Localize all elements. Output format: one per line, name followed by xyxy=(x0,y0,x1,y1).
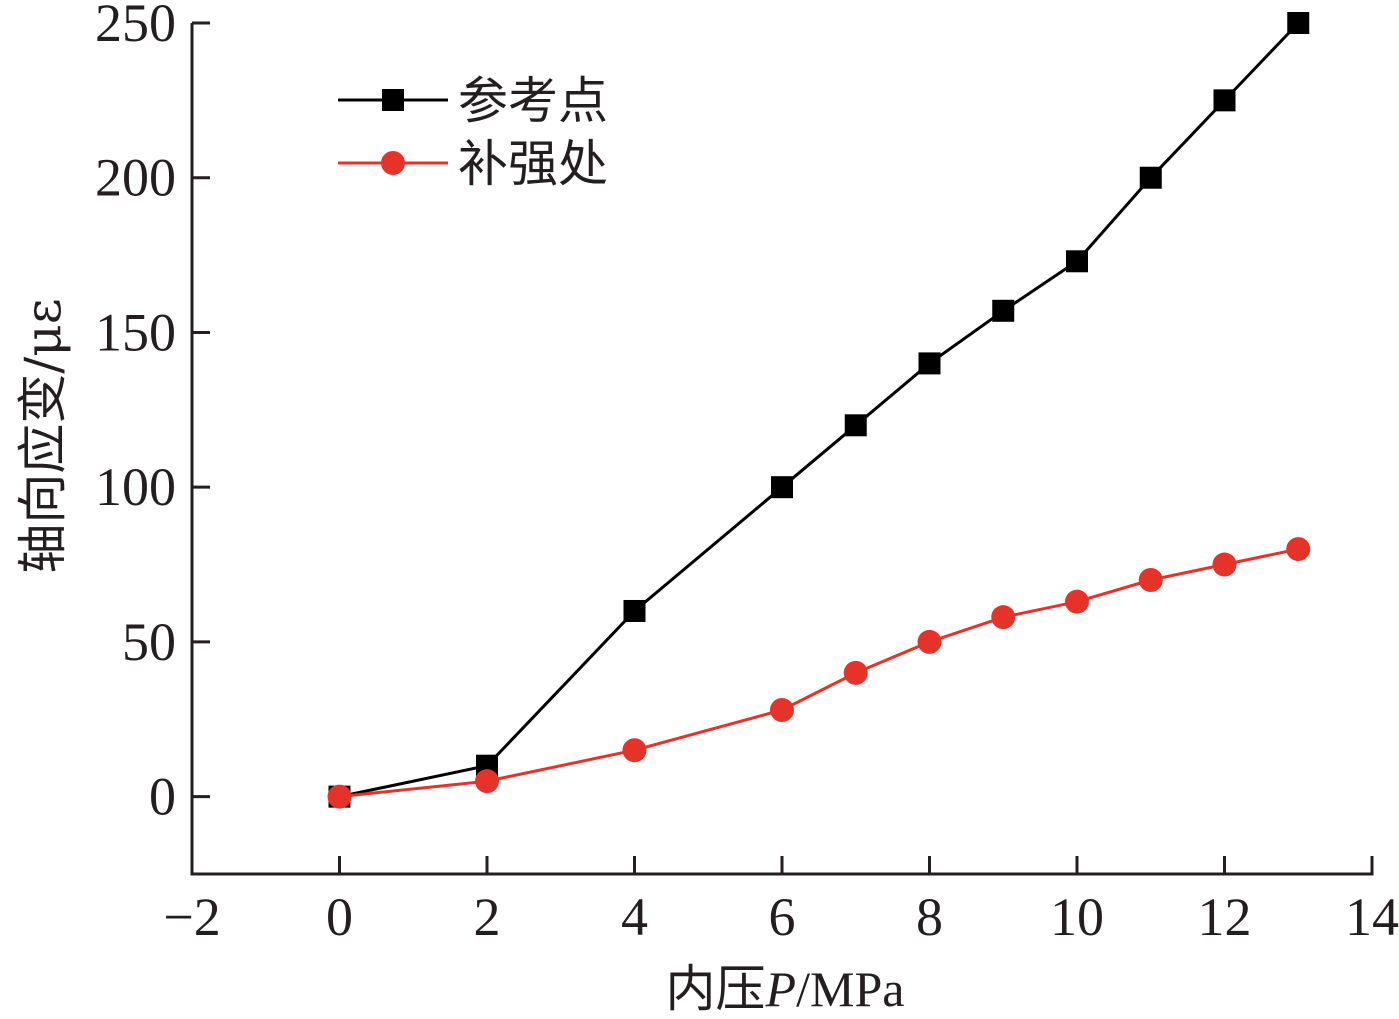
x-tick-label: 8 xyxy=(916,887,943,947)
legend-marker-square xyxy=(382,89,404,111)
data-point-square xyxy=(844,414,867,437)
series-1 xyxy=(328,12,1310,808)
x-axis-title: 内压P/MPa xyxy=(666,960,905,1018)
x-tick-label: 14 xyxy=(1345,887,1399,947)
x-axis-title-variable: P xyxy=(765,961,797,1017)
data-point-circle xyxy=(622,738,647,763)
data-point-square xyxy=(992,299,1015,322)
legend-label: 参考点 xyxy=(458,72,608,130)
data-point-square xyxy=(1139,166,1162,189)
y-tick-label: 100 xyxy=(95,457,176,517)
y-tick-label: 250 xyxy=(95,0,176,53)
data-point-circle xyxy=(991,605,1016,630)
data-point-square xyxy=(1213,89,1236,112)
data-point-square xyxy=(1066,250,1088,273)
series-layer xyxy=(327,12,1311,809)
data-point-square xyxy=(918,352,941,375)
data-point-circle xyxy=(843,660,868,685)
data-point-circle xyxy=(1286,537,1311,562)
x-tick-label: 0 xyxy=(326,887,353,947)
x-tick-label: 2 xyxy=(474,887,501,947)
y-tick-label: 200 xyxy=(95,148,176,208)
data-point-square xyxy=(771,476,793,499)
y-tick-label: 0 xyxy=(149,767,176,827)
data-point-circle xyxy=(917,629,942,654)
data-point-circle xyxy=(1212,552,1237,577)
legend-marker-circle xyxy=(381,151,405,175)
x-tick-label: −2 xyxy=(163,887,220,947)
series-2 xyxy=(327,537,1311,809)
axis-frame xyxy=(190,23,1374,876)
x-tick-label: 6 xyxy=(769,887,796,947)
x-tick-label: 4 xyxy=(621,887,648,947)
data-point-circle xyxy=(327,784,352,809)
data-point-circle xyxy=(1138,568,1163,593)
y-axis-title: 轴向应变/με xyxy=(14,298,72,573)
y-axis-ticks: 0 50 100 150 200 250 xyxy=(95,0,210,827)
x-tick-label: 12 xyxy=(1198,887,1252,947)
legend-item-2: 补强处 xyxy=(338,135,608,193)
data-point-square xyxy=(623,599,646,622)
plot-axes xyxy=(190,23,1374,876)
legend-item-1: 参考点 xyxy=(338,72,608,130)
data-point-circle xyxy=(1065,589,1089,614)
x-axis-title-prefix: 内压 xyxy=(666,960,766,1018)
data-point-circle xyxy=(770,697,794,722)
x-axis-title-unit: /MPa xyxy=(796,961,904,1017)
data-point-circle xyxy=(475,769,499,794)
y-tick-label: 50 xyxy=(122,612,176,672)
x-axis-ticks: −2 0 2 4 6 8 10 12 14 xyxy=(163,856,1399,947)
x-tick-label: 10 xyxy=(1050,887,1104,947)
data-point-square xyxy=(1287,12,1310,34)
legend-label: 补强处 xyxy=(458,135,608,193)
y-tick-label: 150 xyxy=(95,302,176,362)
